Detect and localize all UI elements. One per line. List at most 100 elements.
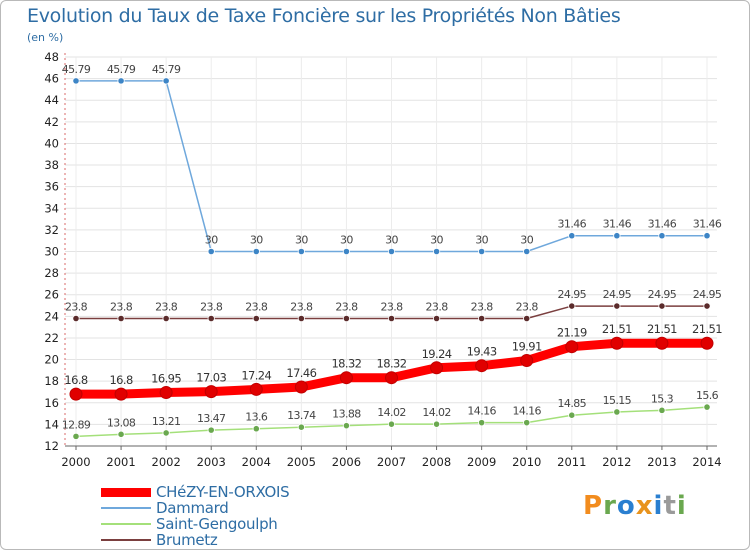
data-point-dammard: [703, 232, 711, 240]
data-label-ch-zy-en-orxois: 16.8: [64, 373, 87, 387]
y-tick-label: 20: [44, 353, 59, 367]
x-tick-label: 2004: [242, 455, 271, 469]
data-point-brumetz: [72, 314, 80, 323]
data-point-ch-zy-en-orxois: [475, 359, 489, 373]
legend-swatch-chezy: [101, 488, 151, 497]
data-point-saint-gengoulph: [658, 406, 666, 414]
data-point-brumetz: [252, 314, 260, 323]
y-tick-label: 16: [44, 396, 59, 410]
data-point-saint-gengoulph: [613, 408, 621, 416]
data-label-dammard: 30: [295, 234, 308, 247]
data-label-ch-zy-en-orxois: 16.8: [109, 373, 132, 387]
data-point-saint-gengoulph: [568, 411, 576, 419]
data-label-saint-gengoulph: 13.88: [332, 408, 361, 421]
data-label-brumetz: 23.8: [516, 300, 539, 313]
data-label-brumetz: 24.95: [558, 288, 587, 301]
data-point-saint-gengoulph: [162, 429, 170, 437]
data-point-dammard: [387, 247, 396, 256]
data-point-brumetz: [162, 314, 170, 323]
data-point-ch-zy-en-orxois: [565, 340, 579, 354]
data-point-saint-gengoulph: [523, 419, 531, 427]
data-point-ch-zy-en-orxois: [430, 361, 444, 375]
data-label-dammard: 31.46: [648, 218, 677, 231]
data-label-ch-zy-en-orxois: 19.24: [422, 347, 452, 361]
y-tick-label: 40: [44, 136, 59, 150]
data-point-brumetz: [568, 302, 576, 310]
data-point-dammard: [432, 247, 441, 256]
legend-label-saint-gengoulph: Saint-Gengoulph: [156, 515, 278, 533]
data-point-dammard: [297, 247, 305, 256]
data-label-saint-gengoulph: 13.6: [245, 411, 268, 424]
data-label-saint-gengoulph: 13.74: [287, 409, 316, 422]
data-label-saint-gengoulph: 13.08: [107, 416, 136, 429]
data-label-dammard: 45.79: [62, 63, 91, 76]
logo-letter: r: [603, 491, 617, 521]
data-label-saint-gengoulph: 14.16: [467, 405, 496, 418]
data-label-saint-gengoulph: 15.3: [651, 392, 674, 405]
data-label-saint-gengoulph: 12.89: [62, 418, 91, 431]
data-label-brumetz: 23.8: [335, 300, 358, 313]
data-label-saint-gengoulph: 15.6: [696, 389, 719, 402]
data-point-ch-zy-en-orxois: [294, 380, 308, 394]
data-point-dammard: [478, 247, 486, 256]
data-point-ch-zy-en-orxois: [159, 386, 173, 400]
legend-swatch-dammard: [101, 507, 151, 509]
logo-letter: t: [663, 491, 677, 521]
data-label-brumetz: 23.8: [380, 300, 403, 313]
logo-letter: i: [676, 491, 687, 521]
x-tick-label: 2003: [197, 455, 226, 469]
data-label-dammard: 45.79: [107, 63, 136, 76]
data-label-brumetz: 23.8: [200, 300, 223, 313]
logo-letter: x: [635, 491, 654, 521]
data-point-dammard: [252, 247, 260, 256]
data-point-brumetz: [613, 302, 621, 310]
data-point-ch-zy-en-orxois: [700, 336, 714, 350]
data-label-dammard: 30: [250, 234, 263, 247]
data-point-dammard: [162, 77, 170, 85]
data-label-ch-zy-en-orxois: 17.03: [196, 371, 226, 385]
y-tick-label: 36: [44, 180, 59, 194]
data-label-brumetz: 23.8: [155, 300, 178, 313]
data-point-ch-zy-en-orxois: [249, 382, 263, 396]
data-point-brumetz: [523, 314, 531, 323]
x-tick-label: 2014: [692, 455, 721, 469]
data-point-saint-gengoulph: [72, 432, 80, 440]
data-point-brumetz: [432, 314, 441, 323]
data-label-ch-zy-en-orxois: 21.51: [647, 322, 677, 336]
y-tick-label: 14: [44, 417, 59, 431]
y-tick-label: 30: [44, 245, 59, 259]
chart-title: Evolution du Taux de Taxe Foncière sur l…: [27, 5, 621, 27]
unit-label: (en %): [27, 31, 64, 44]
data-label-ch-zy-en-orxois: 17.46: [286, 366, 316, 380]
data-label-dammard: 30: [205, 234, 218, 247]
y-tick-label: 32: [44, 223, 59, 237]
data-point-dammard: [207, 247, 215, 256]
data-point-saint-gengoulph: [387, 420, 396, 428]
data-point-brumetz: [297, 314, 305, 323]
data-label-dammard: 31.46: [558, 218, 587, 231]
data-label-dammard: 45.79: [152, 63, 181, 76]
data-label-brumetz: 24.95: [603, 288, 632, 301]
data-label-dammard: 30: [340, 234, 353, 247]
data-point-ch-zy-en-orxois: [520, 354, 534, 368]
data-label-saint-gengoulph: 14.02: [377, 406, 406, 419]
data-label-saint-gengoulph: 14.16: [512, 405, 541, 418]
x-tick-label: 2001: [106, 455, 135, 469]
legend-label-brumetz: Brumetz: [156, 531, 218, 549]
data-label-saint-gengoulph: 13.47: [197, 412, 226, 425]
data-label-ch-zy-en-orxois: 18.32: [331, 357, 361, 371]
x-tick-label: 2010: [512, 455, 541, 469]
data-point-ch-zy-en-orxois: [339, 371, 353, 385]
data-label-saint-gengoulph: 14.85: [558, 397, 587, 410]
data-point-ch-zy-en-orxois: [655, 336, 669, 350]
legend-label-dammard: Dammard: [156, 499, 229, 517]
x-tick-label: 2008: [422, 455, 451, 469]
data-point-brumetz: [478, 314, 486, 323]
y-tick-label: 26: [44, 288, 59, 302]
y-tick-label: 44: [44, 93, 59, 107]
x-tick-label: 2009: [467, 455, 496, 469]
y-tick-label: 42: [44, 115, 59, 129]
data-label-brumetz: 23.8: [471, 300, 494, 313]
data-point-dammard: [613, 232, 621, 240]
data-point-saint-gengoulph: [117, 430, 125, 438]
